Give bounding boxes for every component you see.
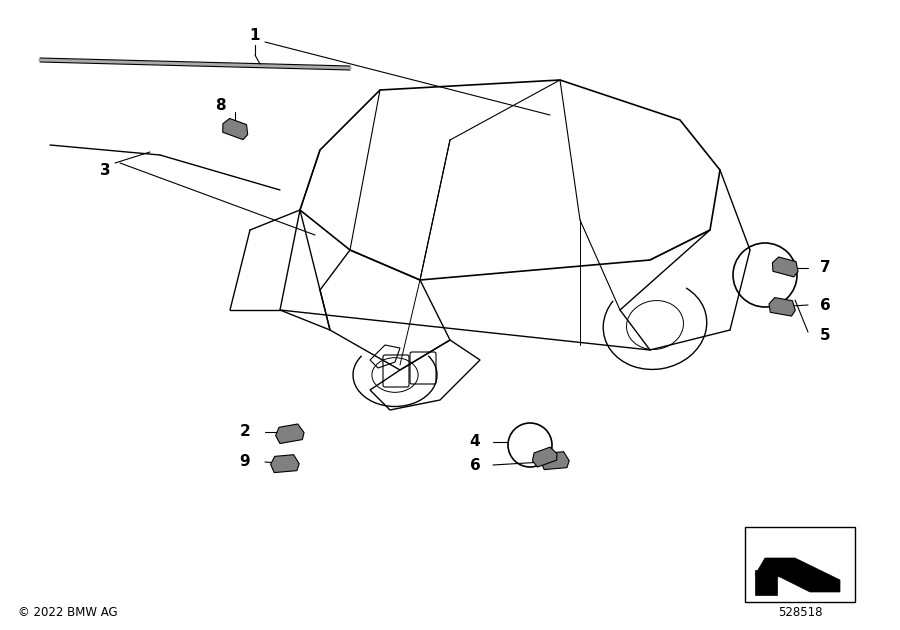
Text: 6: 6: [820, 297, 831, 312]
Polygon shape: [755, 558, 840, 592]
Text: 7: 7: [820, 260, 831, 275]
Text: 5: 5: [820, 328, 831, 343]
Text: 1: 1: [249, 28, 260, 42]
Polygon shape: [222, 118, 248, 140]
Text: 3: 3: [100, 163, 111, 178]
Polygon shape: [769, 297, 796, 316]
Text: 9: 9: [239, 454, 250, 469]
Text: 4: 4: [470, 435, 481, 449]
Text: 8: 8: [215, 98, 225, 113]
Polygon shape: [541, 452, 569, 469]
Polygon shape: [772, 257, 798, 277]
FancyBboxPatch shape: [755, 570, 777, 595]
FancyBboxPatch shape: [745, 527, 855, 602]
Text: 528518: 528518: [778, 605, 823, 619]
Text: 2: 2: [239, 425, 250, 440]
Text: © 2022 BMW AG: © 2022 BMW AG: [18, 605, 118, 619]
Text: 6: 6: [470, 457, 481, 472]
Polygon shape: [271, 455, 299, 472]
Polygon shape: [533, 447, 557, 467]
Polygon shape: [275, 424, 304, 444]
